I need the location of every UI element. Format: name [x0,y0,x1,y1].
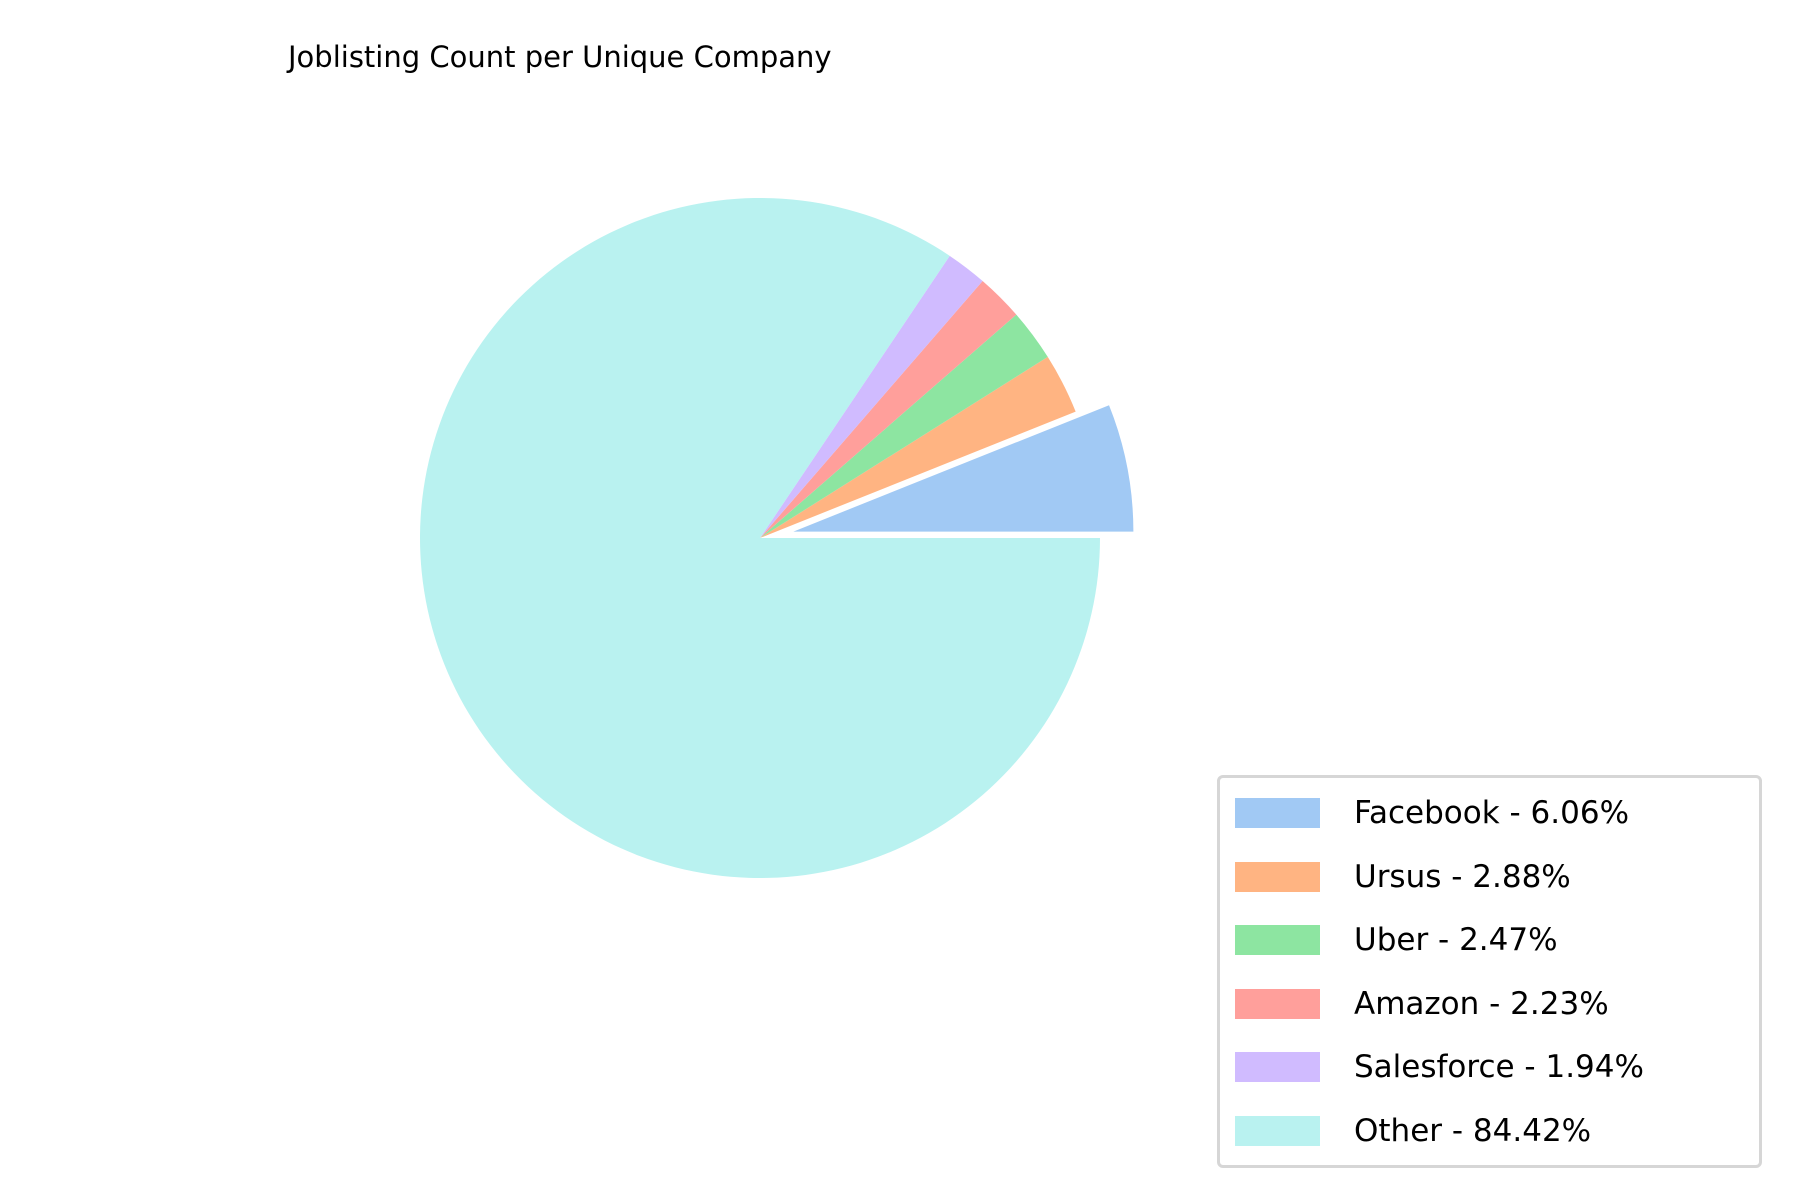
legend-item-salesforce: Salesforce - 1.94% [1235,1043,1644,1091]
legend-label-other: Other - 84.42% [1354,1112,1592,1149]
pie-slice-ursus [760,356,1076,538]
legend-item-amazon: Amazon - 2.23% [1235,980,1609,1028]
legend-label-uber: Uber - 2.47% [1354,922,1558,958]
pie-slice-uber [760,314,1048,538]
pie-slice-salesforce [760,255,983,538]
legend: Facebook - 6.06% Ursus - 2.88% Uber - 2.47… [1217,775,1762,1168]
pie-slice-other [420,197,1100,878]
legend-item-ursus: Ursus - 2.88% [1235,853,1571,901]
legend-item-facebook: Facebook - 6.06% [1235,789,1629,837]
legend-item-uber: Uber - 2.47% [1235,916,1558,964]
legend-swatch-salesforce [1235,1052,1320,1082]
pie-slice-amazon [760,280,1017,538]
legend-swatch-ursus [1235,861,1320,892]
legend-label-amazon: Amazon - 2.23% [1354,985,1609,1022]
legend-item-other: Other - 84.42% [1235,1107,1591,1155]
legend-swatch-facebook [1235,798,1320,828]
legend-swatch-amazon [1235,988,1320,1019]
legend-label-ursus: Ursus - 2.88% [1354,858,1571,895]
chart-title: Joblisting Count per Unique Company [288,40,832,74]
legend-label-salesforce: Salesforce - 1.94% [1354,1049,1644,1085]
pie-slice-facebook [793,405,1134,532]
legend-swatch-other [1235,1115,1320,1146]
legend-swatch-uber [1235,925,1320,955]
legend-label-facebook: Facebook - 6.06% [1354,795,1630,831]
